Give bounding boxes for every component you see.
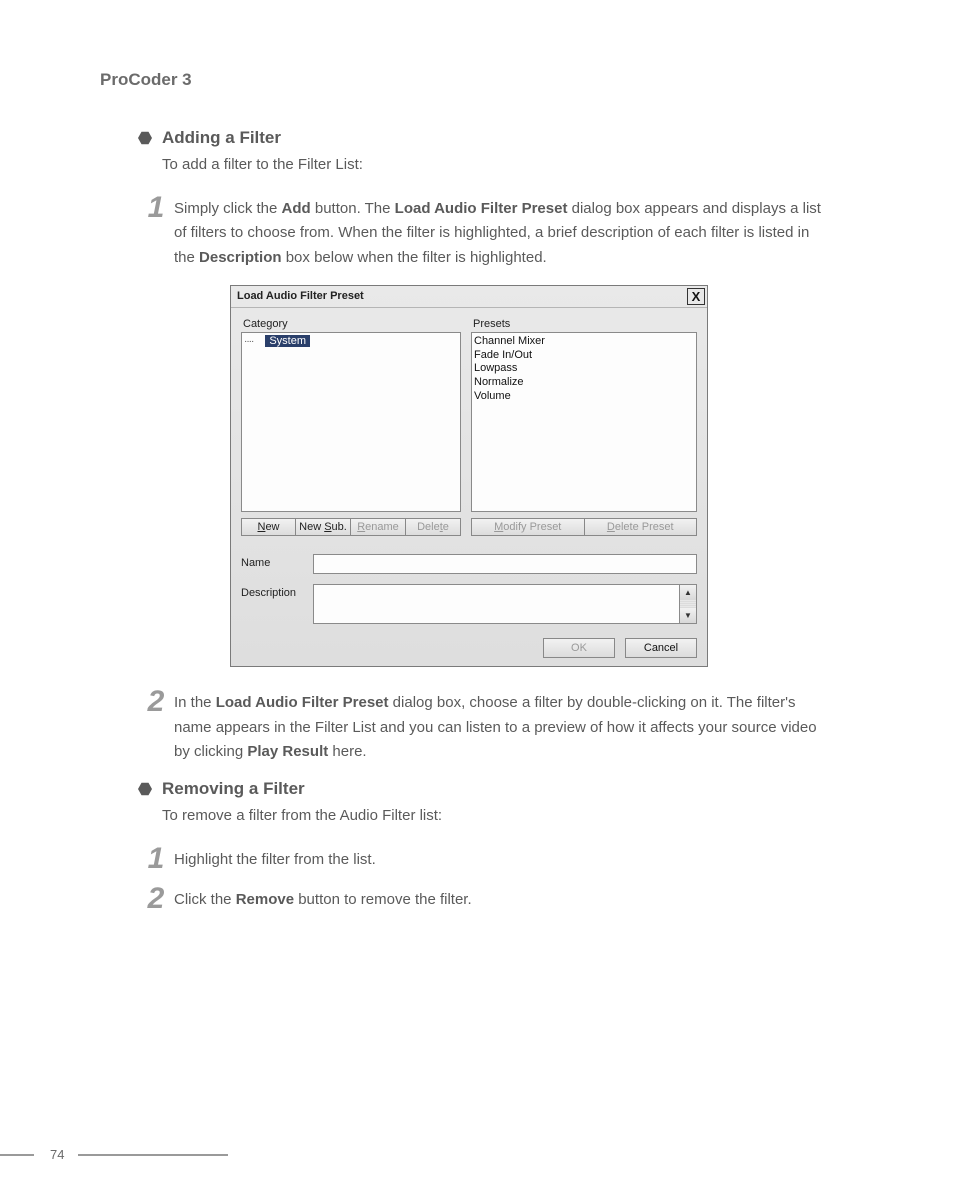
step-number: 1 [138,844,174,874]
section-heading-removing: Removing a Filter [138,779,864,799]
adding-step-1: 1 Simply click the Add button. The Load … [138,197,864,271]
name-field[interactable] [313,554,697,574]
text-bold: Remove [236,891,294,908]
text: In the [174,694,216,711]
category-label: Category [241,318,461,330]
delete-category-button[interactable]: DeleteDelete [406,518,461,536]
scroll-down-icon[interactable]: ▼ [680,608,696,623]
load-audio-filter-preset-dialog: Load Audio Filter Preset X Category ····… [230,285,708,667]
list-item[interactable]: Volume [474,390,694,404]
category-tree[interactable]: ···· System [241,332,461,512]
text-bold: Add [282,200,311,217]
text-bold: Load Audio Filter Preset [216,694,389,711]
text-bold: Load Audio Filter Preset [395,200,568,217]
dialog-title: Load Audio Filter Preset [237,290,364,302]
text: Click the [174,891,236,908]
ok-button[interactable]: OK [543,638,615,658]
name-row: Name [241,554,697,574]
list-item[interactable]: Lowpass [474,362,694,376]
scroll-up-icon[interactable]: ▲ [680,585,696,600]
text: button to remove the filter. [294,891,472,908]
scrollbar[interactable]: ▲ ▼ [680,584,697,624]
text: button. The [311,200,395,217]
footer-line-icon [78,1154,228,1156]
app-title: ProCoder 3 [100,70,864,90]
hexagon-bullet-icon [138,782,152,796]
step-text: Click the Remove button to remove the fi… [174,888,502,914]
step-text: Simply click the Add button. The Load Au… [174,197,864,271]
description-field[interactable] [313,584,680,624]
list-item[interactable]: Fade In/Out [474,349,694,363]
new-button[interactable]: NNewew [241,518,296,536]
adding-step-2: 2 In the Load Audio Filter Preset dialog… [138,691,864,765]
text: here. [328,743,366,760]
description-row: Description ▲ ▼ [241,584,697,624]
presets-label: Presets [471,318,697,330]
cancel-button[interactable]: Cancel [625,638,697,658]
name-label: Name [241,554,313,569]
removing-step-1: 1 Highlight the filter from the list. [138,848,864,874]
page-footer: 74 [0,1147,228,1162]
footer-line-icon [0,1154,34,1156]
new-sub-button[interactable]: New Sub.New Sub. [296,518,351,536]
tree-item-system[interactable]: System [265,335,310,347]
removing-step-2: 2 Click the Remove button to remove the … [138,888,864,914]
dialog-titlebar: Load Audio Filter Preset X [231,286,707,308]
list-item[interactable]: Normalize [474,376,694,390]
description-label: Description [241,584,313,599]
list-item[interactable]: Channel Mixer [474,335,694,349]
step-number: 2 [138,884,174,914]
step-text: In the Load Audio Filter Preset dialog b… [174,691,864,765]
section-heading-adding: Adding a Filter [138,128,864,148]
dialog-footer-buttons: OK Cancel [241,634,697,658]
rename-button[interactable]: RenameRename [351,518,406,536]
page-number: 74 [50,1147,64,1162]
delete-preset-button[interactable]: Delete PresetDelete Preset [585,518,698,536]
step-number: 2 [138,687,174,765]
step-number: 1 [138,193,174,271]
section-subtext-adding: To add a filter to the Filter List: [162,154,864,177]
hexagon-bullet-icon [138,131,152,145]
text-bold: Description [199,249,282,266]
step-text: Highlight the filter from the list. [174,848,406,874]
scroll-track[interactable] [680,600,696,608]
close-button[interactable]: X [687,288,705,305]
category-button-row: NNewew New Sub.New Sub. RenameRename Del… [241,518,461,536]
tree-connector-icon: ···· [244,336,253,347]
text: Simply click the [174,200,282,217]
preset-button-row: Modify PresetModify Preset Delete Preset… [471,518,697,536]
presets-list[interactable]: Channel Mixer Fade In/Out Lowpass Normal… [471,332,697,512]
text-bold: Play Result [247,743,328,760]
section-subtext-removing: To remove a filter from the Audio Filter… [162,805,864,828]
text: box below when the filter is highlighted… [282,249,547,266]
section-title-adding: Adding a Filter [162,128,281,148]
modify-preset-button[interactable]: Modify PresetModify Preset [471,518,585,536]
section-title-removing: Removing a Filter [162,779,305,799]
dialog-screenshot: Load Audio Filter Preset X Category ····… [230,285,708,667]
